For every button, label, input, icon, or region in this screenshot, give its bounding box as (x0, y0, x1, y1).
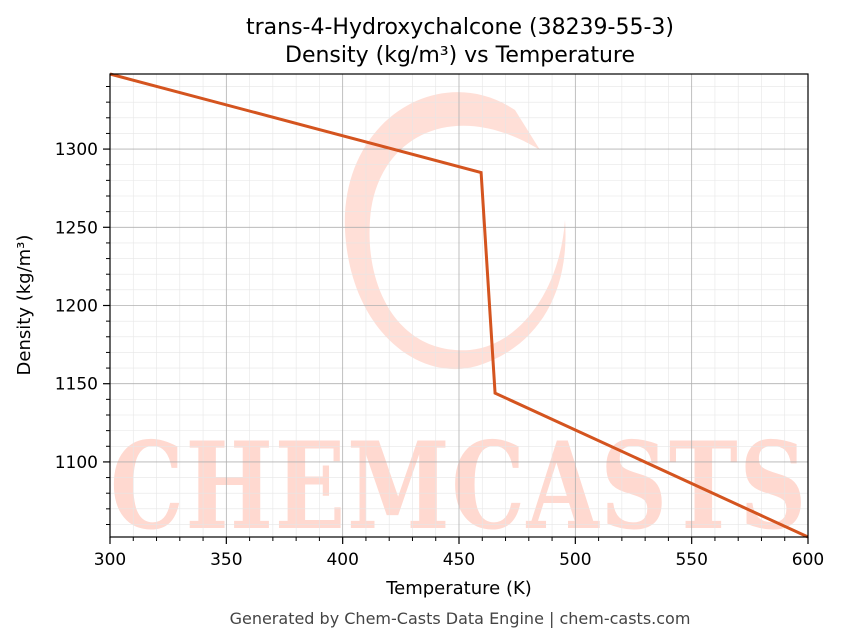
y-tick-label: 1100 (55, 453, 98, 473)
y-tick-label: 1150 (55, 375, 98, 395)
grid-major (109, 74, 809, 537)
footer-text: Generated by Chem-Casts Data Engine | ch… (230, 609, 691, 628)
x-axis-label: Temperature (K) (385, 578, 532, 599)
y-tick-label: 1300 (55, 140, 98, 160)
series-line-0 (109, 72, 809, 539)
y-tick-label: 1200 (55, 297, 98, 317)
chart-subtitle: Density (kg/m³) vs Temperature (285, 43, 635, 68)
x-axis: 300 350 400 450 500 550 600 (94, 537, 824, 570)
x-tick-label: 450 (443, 550, 475, 570)
y-axis-label: Density (kg/m³) (14, 235, 35, 376)
y-axis: 1100 1150 1200 1250 1300 (55, 86, 110, 525)
series (109, 72, 809, 539)
y-tick-label: 1250 (55, 218, 98, 238)
x-tick-label: 350 (210, 550, 242, 570)
x-tick-label: 400 (326, 550, 358, 570)
x-tick-label: 300 (94, 550, 126, 570)
x-tick-label: 550 (675, 550, 707, 570)
chart-title: trans-4-Hydroxychalcone (38239-55-3) (246, 15, 674, 40)
x-tick-label: 600 (792, 550, 824, 570)
x-tick-label: 500 (559, 550, 591, 570)
